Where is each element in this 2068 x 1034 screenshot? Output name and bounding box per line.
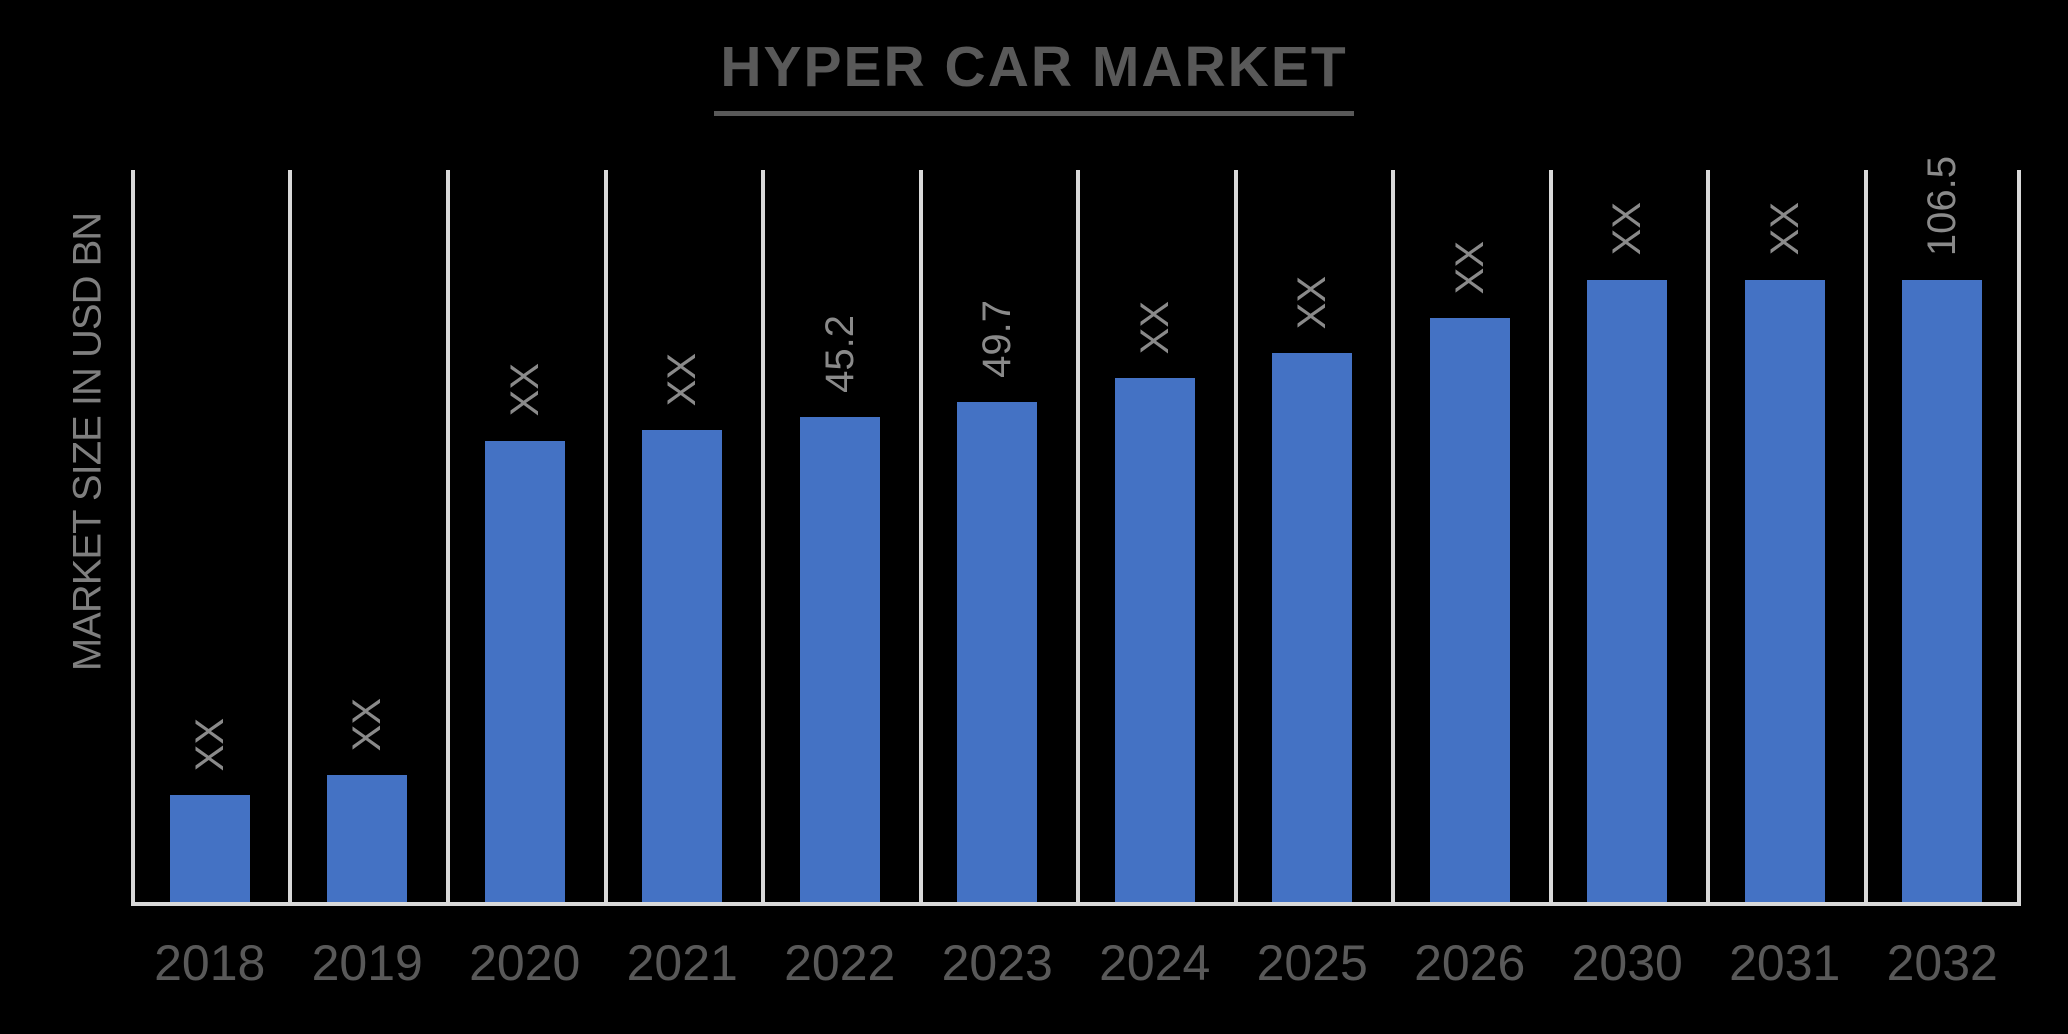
gridline <box>1076 170 1080 902</box>
bar-2031 <box>1744 279 1825 902</box>
bar-2025 <box>1272 353 1353 902</box>
x-axis-labels: 2018 2019 2020 2021 2022 2023 2024 2025 2026 2030… <box>131 934 2021 1004</box>
plot-column: XX <box>1549 170 1707 902</box>
bar-value-label: XX <box>1132 300 1177 354</box>
bar-value-label: XX <box>502 363 547 417</box>
x-tick-label: 2020 <box>469 935 581 991</box>
x-tick-label: 2022 <box>784 935 896 991</box>
bar-value-label: XX <box>1447 240 1492 294</box>
gridline <box>1548 170 1553 902</box>
gridline <box>131 170 135 902</box>
gridline <box>1390 170 1395 902</box>
plot-column: XX <box>1234 170 1392 902</box>
gridline <box>918 170 923 902</box>
plot-column: 106.5 <box>1864 156 2022 902</box>
title-container: HYPER CAR MARKET <box>0 34 2068 116</box>
bar-2021 <box>642 429 723 902</box>
gridline <box>1863 170 1868 902</box>
bar-2032 <box>1902 279 1983 902</box>
plot-column: 49.7 <box>919 170 1077 902</box>
x-tick-label: 2031 <box>1729 935 1841 991</box>
plot-column: XX <box>1391 170 1549 902</box>
chart-title: HYPER CAR MARKET <box>714 34 1354 116</box>
x-tick-label: 2032 <box>1886 935 1998 991</box>
bar-value-label: XX <box>1290 275 1335 329</box>
gridline <box>288 170 293 902</box>
bar-2030 <box>1587 279 1668 902</box>
plot-area: XX XX XX XX 45.2 49.7 XX XX XX XX XX 106.5 <box>131 156 2022 906</box>
bar-2018 <box>169 795 250 902</box>
bar-2022 <box>799 416 880 902</box>
bar-2019 <box>327 775 408 902</box>
plot-column: XX <box>604 170 762 902</box>
bar-value-label: 49.7 <box>975 300 1020 379</box>
bar-2020 <box>484 440 565 902</box>
bar-value-label: XX <box>660 352 705 406</box>
gridline <box>603 170 608 902</box>
plot-column: XX <box>1706 170 1864 902</box>
bar-value-label: 106.5 <box>1920 155 1965 256</box>
x-tick-label: 2024 <box>1099 935 1211 991</box>
x-tick-label: 2021 <box>626 935 738 991</box>
bar-value-label: 45.2 <box>817 314 862 393</box>
plot-column: XX <box>289 170 447 902</box>
gridline <box>2017 170 2021 902</box>
y-axis-title: MARKET SIZE IN USD BN <box>65 212 110 672</box>
bar-value-label: XX <box>1605 202 1650 256</box>
plot-column: 45.2 <box>761 170 919 902</box>
x-tick-label: 2025 <box>1256 935 1368 991</box>
bar-value-label: XX <box>187 717 232 772</box>
x-tick-label: 2030 <box>1571 935 1683 991</box>
bar-value-label: XX <box>345 698 390 752</box>
gridline <box>1706 170 1710 902</box>
plot-column: XX <box>131 170 289 902</box>
bar-2024 <box>1114 377 1195 902</box>
plot-column: XX <box>446 170 604 902</box>
bar-value-label: XX <box>1762 202 1807 256</box>
x-tick-label: 2026 <box>1414 935 1526 991</box>
x-tick-label: 2018 <box>154 935 266 991</box>
gridline <box>445 170 450 902</box>
plot-column: XX <box>1076 170 1234 902</box>
x-tick-label: 2023 <box>941 935 1053 991</box>
bar-2023 <box>957 402 1038 902</box>
bar-2026 <box>1429 317 1510 902</box>
x-tick-label: 2019 <box>311 935 423 991</box>
gridline <box>760 170 765 902</box>
gridline <box>1233 170 1238 902</box>
